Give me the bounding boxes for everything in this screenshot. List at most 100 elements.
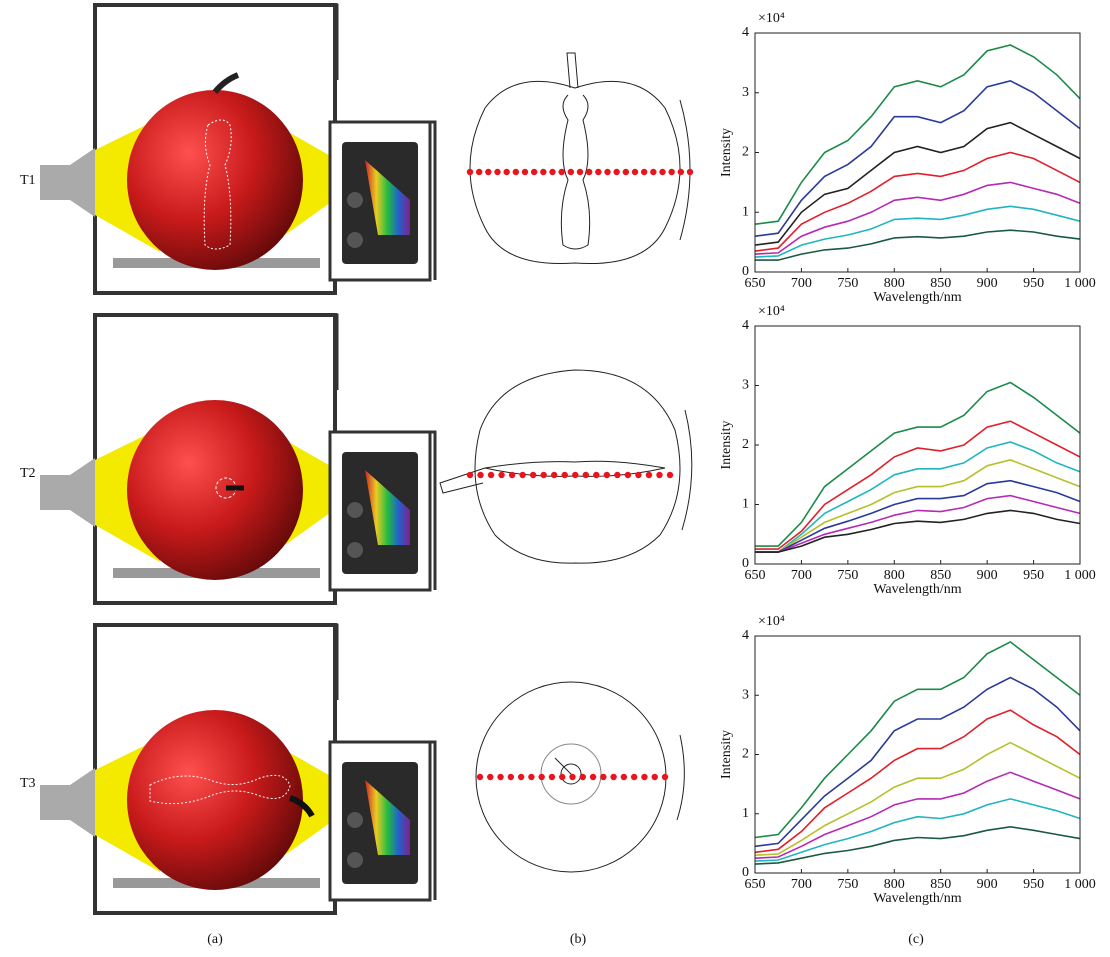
- row-label: T3: [20, 776, 36, 791]
- sample-dot: [487, 774, 493, 780]
- y-tick-label: 4: [742, 25, 749, 40]
- row-label: T2: [20, 466, 36, 481]
- sample-dot: [604, 472, 610, 478]
- y-axis-label: Intensity: [719, 730, 734, 779]
- sample-dot: [614, 472, 620, 478]
- x-tick-label: 900: [977, 276, 998, 291]
- sample-dot: [659, 169, 665, 175]
- sample-dot: [508, 774, 514, 780]
- sample-dot: [503, 169, 509, 175]
- x-tick-label: 900: [977, 568, 998, 583]
- spectrum-line: [755, 481, 1080, 552]
- y-tick-label: 0: [742, 556, 749, 571]
- x-axis-label: Wavelength/nm: [873, 582, 961, 597]
- sample-dot: [577, 169, 583, 175]
- sample-dot: [522, 169, 528, 175]
- spectrum-line: [755, 772, 1080, 858]
- sample-dot: [604, 169, 610, 175]
- x-tick-label: 1 000: [1064, 877, 1096, 892]
- y-tick-label: 0: [742, 264, 749, 279]
- y-multiplier: ×10⁴: [758, 614, 785, 629]
- x-tick-label: 700: [791, 877, 812, 892]
- y-axis-label: Intensity: [719, 421, 734, 470]
- sample-dot: [518, 774, 524, 780]
- x-tick-label: 850: [930, 276, 951, 291]
- sample-dot: [641, 774, 647, 780]
- x-tick-label: 950: [1023, 568, 1044, 583]
- y-tick-label: 1: [742, 497, 749, 512]
- y-tick-label: 2: [742, 747, 749, 762]
- sample-dot: [569, 774, 575, 780]
- sample-dot: [580, 774, 586, 780]
- sample-dot: [600, 774, 606, 780]
- sample-dot: [632, 169, 638, 175]
- x-tick-label: 800: [884, 568, 905, 583]
- spectrum-line: [755, 678, 1080, 847]
- spectrum-line: [755, 496, 1080, 552]
- sample-dot: [485, 169, 491, 175]
- setup-illustration: [40, 625, 435, 913]
- panel-label: (c): [908, 932, 924, 947]
- setup-illustration: [40, 5, 435, 293]
- sample-dot: [613, 169, 619, 175]
- y-tick-label: 1: [742, 806, 749, 821]
- sample-dot: [519, 472, 525, 478]
- sample-dot: [668, 169, 674, 175]
- x-tick-label: 850: [930, 568, 951, 583]
- sample-dot: [656, 472, 662, 478]
- x-tick-label: 750: [837, 877, 858, 892]
- sample-dot: [467, 169, 473, 175]
- sample-dot: [549, 774, 555, 780]
- sample-dot: [625, 472, 631, 478]
- x-tick-label: 750: [837, 276, 858, 291]
- sample-dot: [549, 169, 555, 175]
- sample-dot: [678, 169, 684, 175]
- x-tick-label: 950: [1023, 276, 1044, 291]
- sample-dot: [610, 774, 616, 780]
- y-tick-label: 3: [742, 687, 749, 702]
- figure: T1 T2 T3 (a) (b) (c) 6507007508008509009…: [0, 0, 1110, 957]
- sample-dot: [530, 472, 536, 478]
- sample-dot: [498, 472, 504, 478]
- sample-dot: [650, 169, 656, 175]
- y-tick-label: 2: [742, 145, 749, 160]
- apple-drawings: [440, 53, 692, 872]
- sample-dot: [509, 472, 515, 478]
- x-tick-label: 700: [791, 276, 812, 291]
- sample-dot: [476, 169, 482, 175]
- sample-dot: [497, 774, 503, 780]
- y-multiplier: ×10⁴: [758, 304, 785, 319]
- sample-dot: [494, 169, 500, 175]
- x-tick-label: 800: [884, 877, 905, 892]
- sample-dot: [558, 169, 564, 175]
- x-axis-label: Wavelength/nm: [873, 891, 961, 906]
- x-tick-label: 950: [1023, 877, 1044, 892]
- y-tick-label: 3: [742, 85, 749, 100]
- sample-dot: [687, 169, 693, 175]
- spectrum-line: [755, 642, 1080, 838]
- x-tick-label: 1 000: [1064, 276, 1096, 291]
- y-tick-label: 3: [742, 378, 749, 393]
- y-tick-label: 0: [742, 865, 749, 880]
- sample-dot: [652, 774, 658, 780]
- sample-dot: [528, 774, 534, 780]
- x-tick-label: 900: [977, 877, 998, 892]
- x-tick-label: 800: [884, 276, 905, 291]
- x-tick-label: 850: [930, 877, 951, 892]
- sample-dot: [531, 169, 537, 175]
- x-tick-label: 700: [791, 568, 812, 583]
- setup-illustration: [40, 315, 435, 603]
- y-tick-label: 4: [742, 318, 749, 333]
- x-axis-label: Wavelength/nm: [873, 290, 961, 305]
- y-multiplier: ×10⁴: [758, 11, 785, 26]
- sample-points: [467, 169, 693, 780]
- spectrum-line: [755, 123, 1080, 246]
- sample-dot: [551, 472, 557, 478]
- sample-dot: [488, 472, 494, 478]
- sample-dot: [593, 472, 599, 478]
- y-tick-label: 1: [742, 204, 749, 219]
- x-tick-label: 1 000: [1064, 568, 1096, 583]
- sample-dot: [513, 169, 519, 175]
- sample-dot: [623, 169, 629, 175]
- sample-dot: [595, 169, 601, 175]
